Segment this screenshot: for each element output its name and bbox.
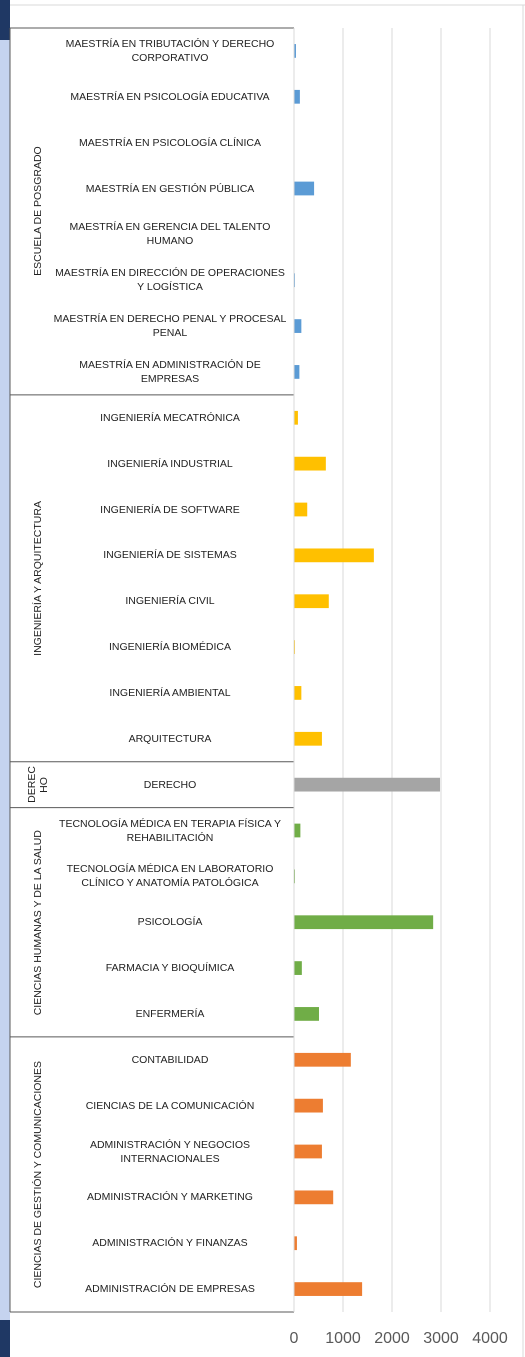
y-tick-label: MAESTRÍA EN ADMINISTRACIÓN DE EMPRESAS <box>79 358 261 385</box>
y-tick-label: PSICOLOGÍA <box>137 916 203 929</box>
bar <box>294 1007 319 1021</box>
y-tick-label: INGENIERÍA INDUSTRIAL <box>107 457 233 470</box>
x-tick-label: 3000 <box>423 1330 459 1347</box>
y-tick-label: ADMINISTRACIÓN Y MARKETING <box>87 1191 253 1204</box>
bar <box>294 365 300 379</box>
bar <box>294 1282 363 1296</box>
x-tick-label: 2000 <box>374 1330 410 1347</box>
row-header-dark <box>0 0 10 40</box>
bar <box>294 1098 323 1113</box>
bar <box>294 89 300 104</box>
y-tick-label: CIENCIAS DE LA COMUNICACIÓN <box>85 1099 255 1112</box>
y-tick-label: MAESTRÍA EN PSICOLOGÍA EDUCATIVA <box>70 90 270 103</box>
y-tick-label: ARQUITECTURA <box>128 732 212 745</box>
bar <box>294 44 296 58</box>
group-label: INGENIERÍA Y ARQUITECTURA <box>32 500 44 656</box>
y-tick-label: ADMINISTRACIÓN Y FINANZAS <box>92 1237 248 1250</box>
x-tick-label: 4000 <box>472 1330 508 1347</box>
bar <box>294 548 374 563</box>
y-tick-label: TECNOLOGÍA MÉDICA EN LABORATORIO CLÍNICO… <box>66 863 274 890</box>
bar <box>294 1052 351 1067</box>
bar <box>294 686 302 700</box>
y-tick-label: ADMINISTRACIÓN DE EMPRESAS <box>85 1283 255 1296</box>
y-tick-label: MAESTRÍA EN GERENCIA DEL TALENTO HUMANO <box>69 221 271 248</box>
row-header-strip <box>0 0 10 1357</box>
y-tick-label: INGENIERÍA DE SOFTWARE <box>100 503 240 516</box>
y-tick-label: INGENIERÍA MECATRÓNICA <box>100 411 240 424</box>
y-tick-label: FARMACIA Y BIOQUÍMICA <box>105 962 235 975</box>
bar <box>294 181 315 196</box>
y-tick-label: MAESTRÍA EN DIRECCIÓN DE OPERACIONES Y L… <box>55 267 285 294</box>
bar <box>294 502 308 517</box>
x-tick-label: 1000 <box>325 1330 361 1347</box>
bar <box>294 594 329 609</box>
bar <box>294 915 434 930</box>
y-tick-label: INGENIERÍA BIOMÉDICA <box>109 641 231 654</box>
y-tick-label: CONTABILIDAD <box>131 1053 209 1066</box>
y-tick-label: ADMINISTRACIÓN Y NEGOCIOS INTERNACIONALE… <box>89 1138 251 1165</box>
group-label: CIENCIAS DE GESTIÓN Y COMUNICACIONES <box>32 1060 44 1288</box>
y-tick-label: MAESTRÍA EN DERECHO PENAL Y PROCESAL PEN… <box>53 313 287 340</box>
bar <box>294 961 302 975</box>
bar <box>294 456 326 471</box>
y-tick-label: MAESTRÍA EN GESTIÓN PÚBLICA <box>85 182 255 195</box>
y-tick-label: MAESTRÍA EN TRIBUTACIÓN Y DERECHO CORPOR… <box>65 37 275 64</box>
x-tick-label: 0 <box>289 1330 299 1347</box>
y-tick-label: ENFERMERÍA <box>135 1007 205 1020</box>
y-tick-label: MAESTRÍA EN PSICOLOGÍA CLÍNICA <box>78 136 262 149</box>
y-tick-label: INGENIERÍA CIVIL <box>125 595 215 608</box>
y-tick-label: TECNOLOGÍA MÉDICA EN TERAPIA FÍSICA Y RE… <box>59 817 281 844</box>
y-tick-label: INGENIERÍA DE SISTEMAS <box>103 549 237 562</box>
bar <box>294 1144 322 1159</box>
y-tick-label: INGENIERÍA AMBIENTAL <box>109 686 231 699</box>
bar <box>294 823 301 838</box>
row-header-dark <box>0 1320 10 1357</box>
bar <box>294 1190 334 1205</box>
bar <box>294 319 302 333</box>
bar <box>294 1236 297 1251</box>
bar <box>294 731 322 746</box>
bar <box>294 777 441 792</box>
y-tick-label: DERECHO <box>143 778 197 791</box>
bar <box>294 410 298 425</box>
